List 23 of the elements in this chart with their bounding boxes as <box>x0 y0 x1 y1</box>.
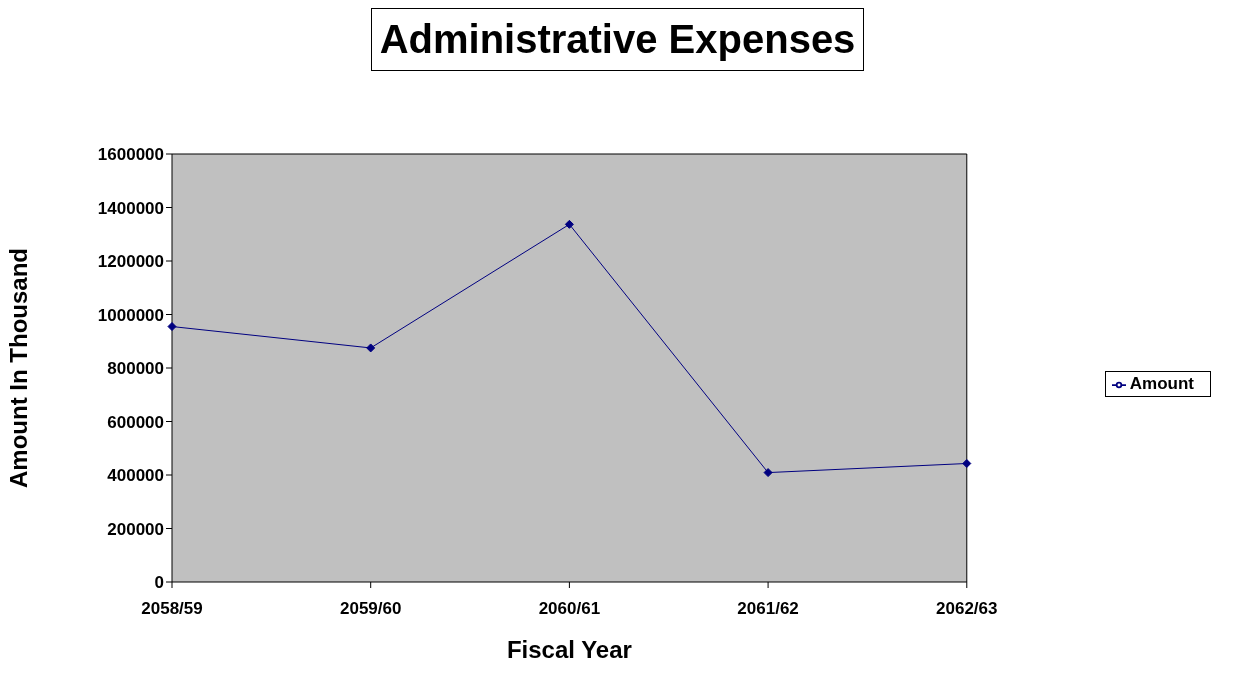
x-axis-title: Fiscal Year <box>506 636 632 663</box>
x-tick-label: 2061/62 <box>737 599 799 619</box>
legend-label: Amount <box>1129 374 1194 393</box>
point <box>962 459 972 468</box>
y-tick-label: 200000 <box>107 519 164 539</box>
x-tick-label: 2058/59 <box>141 599 203 619</box>
y-tick-label: 0 <box>154 573 164 593</box>
y-tick-label: 800000 <box>107 359 164 379</box>
chart-title: Administrative Expenses <box>370 8 865 71</box>
x-tick-label: 2059/60 <box>339 599 402 619</box>
y-tick-label: 600000 <box>107 412 164 432</box>
x-tick-label: 2060/61 <box>538 599 601 619</box>
y-tick-label: 1400000 <box>97 198 164 218</box>
point <box>167 322 177 332</box>
y-tick-label: 1000000 <box>97 305 164 325</box>
point <box>366 343 376 353</box>
y-axis-title: Amount In Thousand <box>4 248 32 488</box>
y-tick-label: 1200000 <box>97 252 164 272</box>
point <box>763 468 773 478</box>
y-tick-label: 1600000 <box>97 145 164 165</box>
x-tick-label: 2062/63 <box>936 599 998 619</box>
y-tick-label: 400000 <box>107 466 164 486</box>
point <box>564 219 574 229</box>
